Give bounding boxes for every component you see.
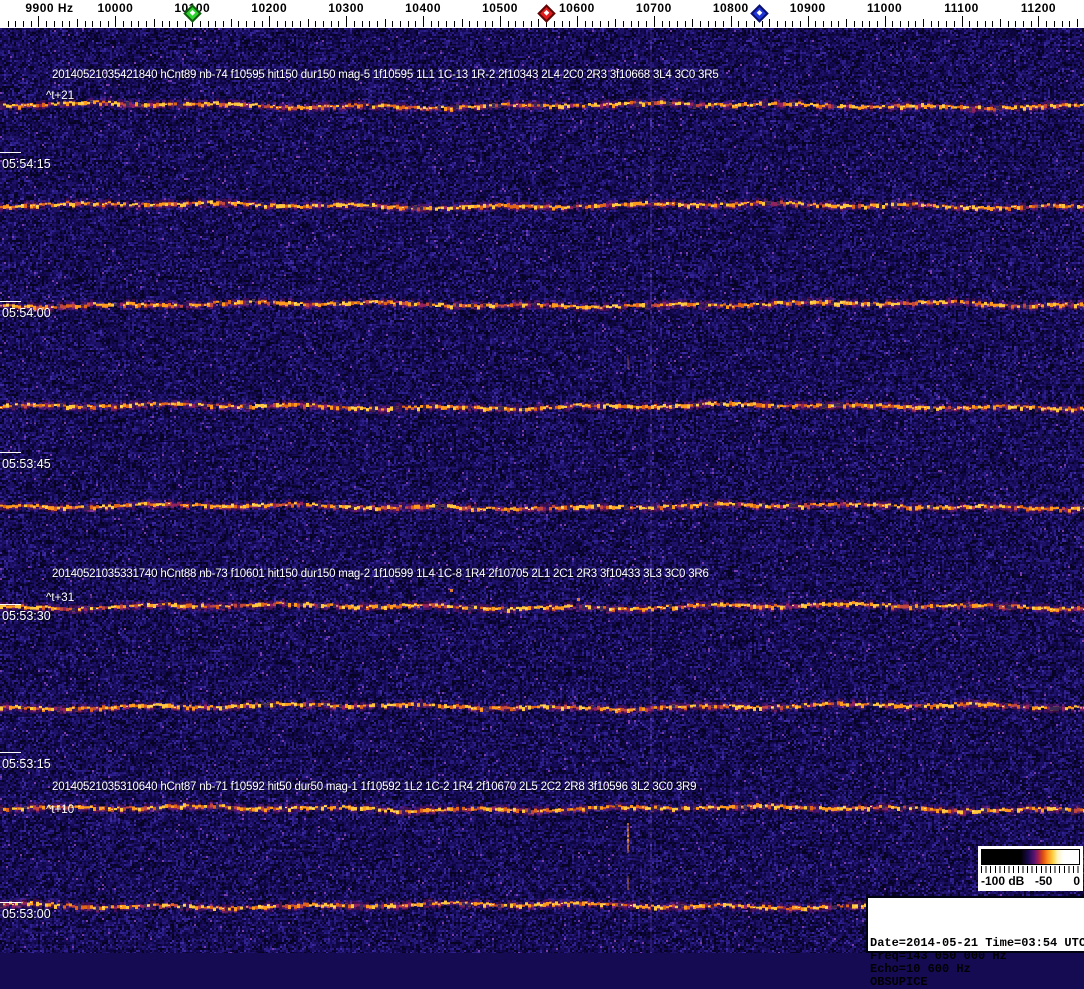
axis-label: 10400 [405,1,441,15]
info-line: Date=2014-05-21 Time=03:54 UTC [870,936,1084,951]
axis-label: 10000 [97,1,134,15]
axis-label: 11000 [867,1,903,15]
legend-labels: -100 dB -50 0 [978,873,1083,889]
axis-label: 10600 [558,1,595,15]
observation-info-box: Date=2014-05-21 Time=03:54 UTC Freq=143 0… [866,896,1084,988]
axis-label: 10300 [328,1,365,15]
info-line: Freq=143 050 000 Hz [870,949,1007,964]
color-gradient-bar [981,849,1080,865]
axis-label: 9900 Hz [25,1,74,15]
marker-center-dot [543,9,549,16]
waterfall-display: 20140521035421840 hCnt89 nb-74 f10595 hi… [0,28,1084,988]
legend-tick-marks [981,866,1080,873]
axis-label: 10500 [482,1,518,15]
marker-center-dot [756,9,763,16]
axis-label: 10700 [635,1,672,15]
legend-label-max: 0 [1073,874,1080,888]
legend-label-mid: -50 [1035,874,1053,888]
info-line: Echo=10 600 Hz [870,961,971,976]
axis-label: 11200 [1020,1,1057,15]
db-scale-legend: -100 dB -50 0 [978,846,1083,891]
axis-label: 10200 [251,1,288,15]
axis-label: 10800 [712,1,749,15]
legend-label-min: -100 dB [981,874,1025,888]
marker-center-dot [189,9,196,16]
axis-label: 10900 [789,1,826,15]
spectrogram-canvas [0,28,1084,953]
axis-label: 11100 [944,1,979,15]
frequency-axis: 9900 Hz100001010010200103001040010500106… [0,0,1084,28]
info-line: OBSUPICE [870,974,928,989]
